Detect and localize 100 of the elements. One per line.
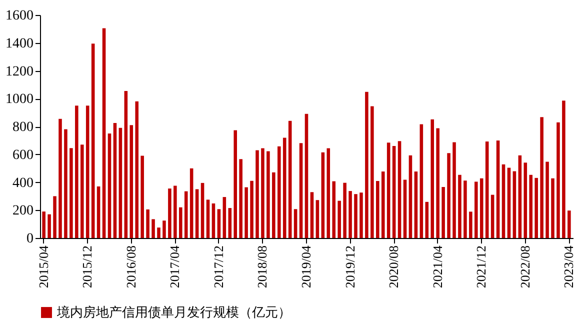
bar [376,180,380,238]
bar [442,186,445,238]
bar [420,124,424,238]
x-tick-label: 2021/12 [474,246,489,288]
bar [168,188,172,238]
bar [469,212,472,238]
bar [310,192,314,238]
bar [217,209,221,238]
bar [529,174,533,238]
bar [332,181,336,238]
bar [266,151,270,238]
bar [178,207,182,238]
bar [135,101,138,238]
x-tick-label: 2019/12 [342,246,358,288]
bar [464,180,467,238]
bar [48,214,51,238]
bar [277,146,281,238]
bar [282,138,286,238]
bar [96,186,100,238]
x-tick-label: 2017/04 [167,245,182,288]
bar [534,178,538,238]
y-tick-label: 800 [12,120,34,135]
bar [212,203,216,238]
bar [403,180,407,238]
bar [234,130,237,238]
bar [86,106,90,238]
bar [408,155,412,238]
bar [162,220,166,238]
bar [452,142,456,238]
y-tick-label: 0 [26,232,34,246]
bar [546,162,549,238]
bar [414,172,418,238]
bar [152,219,155,238]
bar [250,180,254,238]
bar [157,228,160,238]
bar [58,118,62,238]
bar [75,106,78,238]
x-tick-label: 2016/08 [123,246,138,288]
y-tick-label: 200 [12,204,34,219]
bar [480,178,484,238]
x-tick-label: 2018/08 [254,246,270,288]
bar [365,92,368,238]
bar [124,90,128,238]
bar [425,202,429,238]
bar [490,194,494,238]
bar [190,168,194,238]
bar [299,143,303,238]
bar [272,172,276,238]
bar [348,191,352,238]
bar [326,148,330,238]
bar [540,117,544,238]
bar [370,106,374,238]
bar [502,164,506,238]
bar [140,156,144,238]
bar [80,144,84,238]
bar [398,141,402,238]
bar [64,129,68,238]
bar [113,123,117,238]
bar [436,128,440,238]
bar [200,182,204,238]
bar [206,200,210,238]
bar [288,120,292,238]
bar [568,210,571,238]
bar [91,44,95,238]
legend-label: 境内房地产信用债单月发行规模（亿元） [56,304,291,320]
bar [518,155,522,238]
bar [360,192,363,238]
bar [447,153,450,238]
bar [108,133,112,238]
y-tick-label: 400 [12,176,34,191]
bar [222,197,226,238]
bar [228,208,232,238]
bar [556,122,560,238]
bar [174,186,177,238]
bar [261,148,264,238]
bar [130,125,134,238]
bar [321,152,325,238]
bar [386,142,390,238]
bar [485,142,489,238]
bar [343,182,346,238]
x-tick-label: 2023/04 [561,245,576,288]
bar [381,172,385,238]
bar [102,28,106,238]
bar [256,150,259,238]
x-tick-label: 2022/08 [517,246,532,288]
y-tick-label: 1600 [6,8,34,24]
bar [70,148,73,238]
x-tick-label: 2015/12 [80,246,95,288]
x-tick-label: 2017/12 [210,246,226,288]
bar [118,128,122,238]
y-tick-label: 1400 [6,36,34,52]
bar [458,174,462,238]
bar [304,114,308,238]
y-tick-label: 1000 [6,92,34,108]
bar [524,162,528,238]
bar [392,146,396,238]
bar [496,140,500,238]
bar [195,189,199,238]
bar [244,187,248,238]
bar [338,200,341,238]
